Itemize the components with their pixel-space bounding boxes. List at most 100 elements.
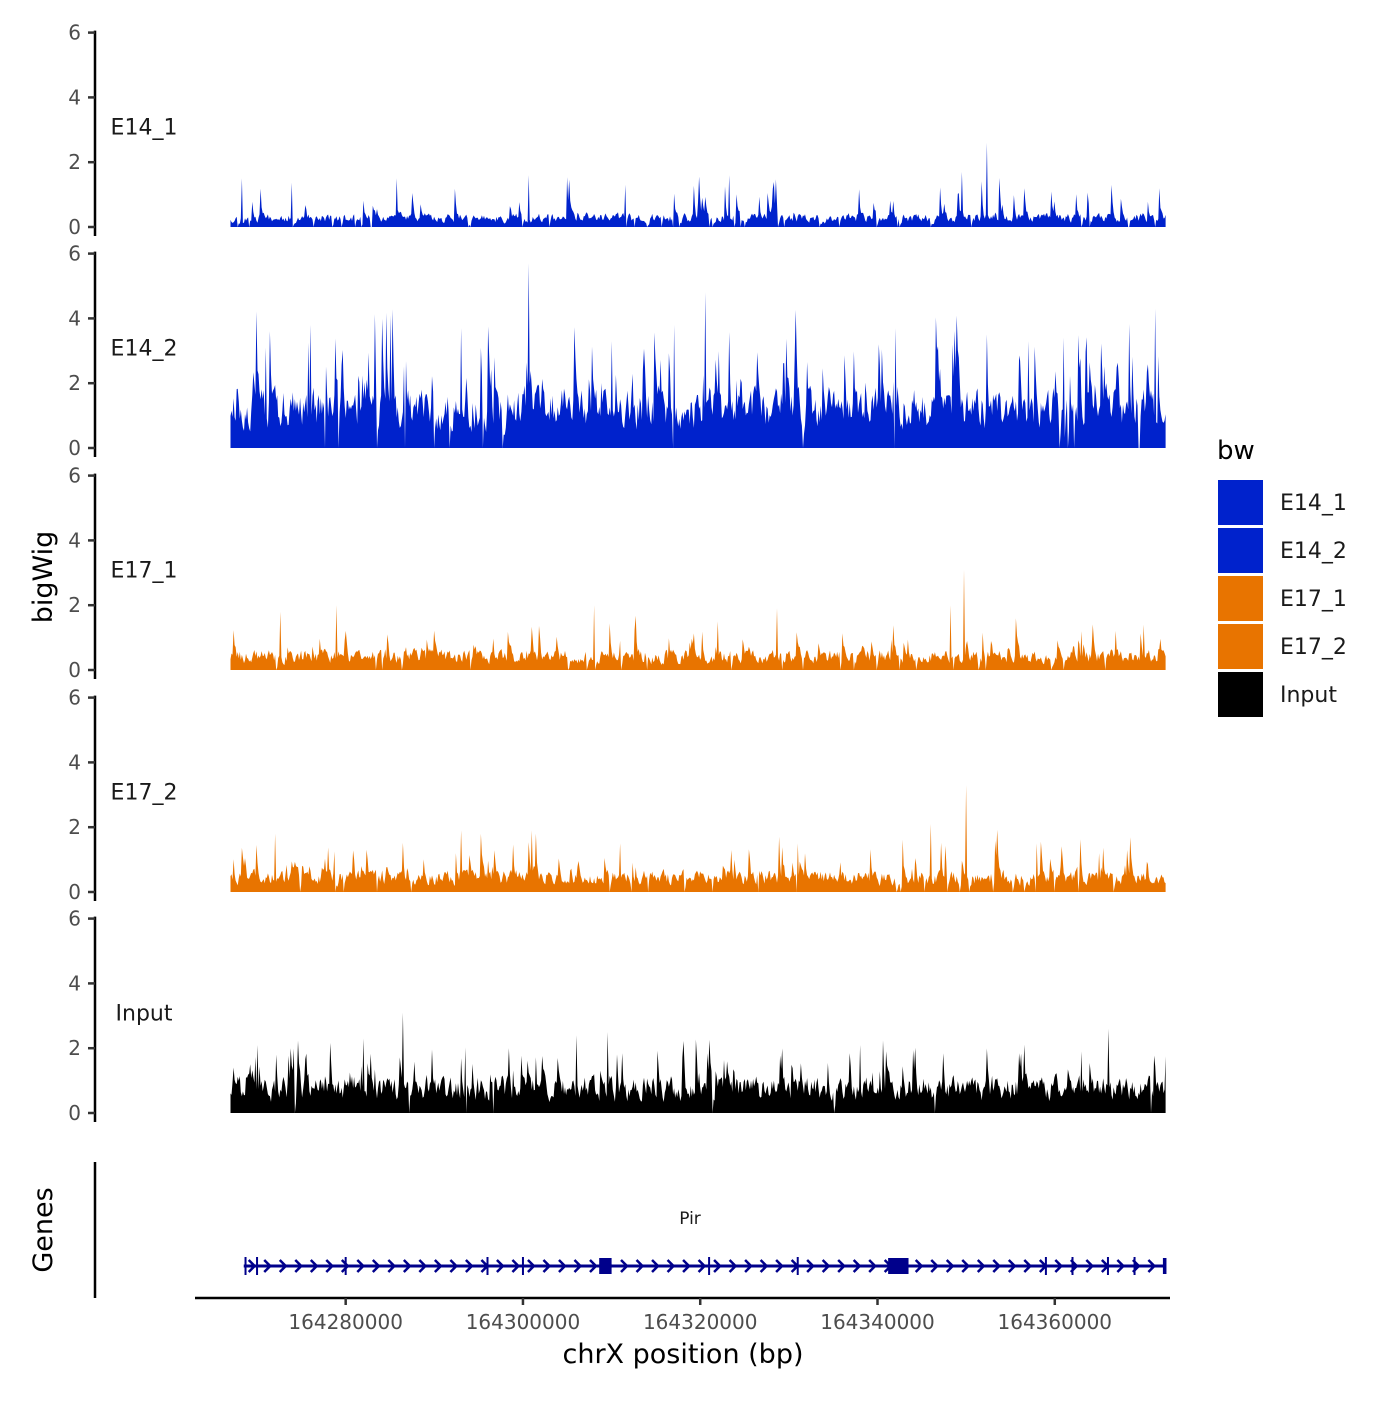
signal-tracks: 0 2 4 6 E14_1 0 2 4 6 E14_2 0 2 4 6 E17_1 0 2 4 6 E17_2 0 2 4 6… — [68, 21, 1166, 1125]
signal-area — [230, 785, 1166, 892]
x-tick-label: 164360000 — [998, 1310, 1113, 1334]
strand-arrow — [465, 1259, 474, 1273]
y-tick-label: 0 — [68, 1101, 81, 1125]
strand-arrow — [340, 1259, 350, 1273]
y-tick-label: 0 — [68, 658, 81, 682]
strand-arrow — [635, 1259, 645, 1273]
strand-arrow — [666, 1259, 676, 1273]
track-e17-1: 0 2 4 6 E17_1 — [68, 464, 1166, 682]
strand-arrow — [1007, 1259, 1017, 1273]
x-axis: chrX position (bp) 164280000 164300000 164… — [195, 1296, 1170, 1370]
strand-arrow — [930, 1259, 939, 1273]
strand-arrow — [294, 1259, 304, 1273]
strand-arrow — [744, 1259, 753, 1273]
track-label: E17_2 — [111, 781, 178, 806]
signal-area — [230, 142, 1166, 227]
legend-swatch — [1218, 576, 1263, 621]
strand-arrow — [433, 1259, 443, 1273]
strand-arrow — [278, 1259, 288, 1273]
strand-arrow — [728, 1259, 738, 1273]
y-tick-label: 2 — [68, 815, 81, 839]
y-tick-label: 0 — [68, 215, 81, 239]
legend-entry-e17-1: E17_1 — [1218, 576, 1347, 621]
y-tick-label: 0 — [68, 436, 81, 460]
strand-arrow — [992, 1259, 1002, 1273]
x-tick-label: 164340000 — [820, 1310, 935, 1334]
strand-arrow — [852, 1259, 862, 1273]
y-tick-label: 6 — [68, 21, 81, 45]
legend-entry-e17-2: E17_2 — [1218, 624, 1347, 669]
track-input: 0 2 4 6 Input — [68, 907, 1166, 1125]
x-tick-label: 164280000 — [288, 1310, 403, 1334]
strand-arrow — [542, 1259, 552, 1273]
track-label: E14_1 — [111, 116, 178, 141]
y-tick-label: 0 — [68, 880, 81, 904]
x-axis-title: chrX position (bp) — [562, 1339, 803, 1370]
legend-entry-e14-2: E14_2 — [1218, 528, 1347, 573]
strand-arrow — [697, 1259, 707, 1273]
legend: bw E14_1 E14_2 E17_1 E17_2 Input — [1217, 436, 1347, 717]
strand-arrow — [651, 1259, 660, 1273]
strand-arrow — [713, 1259, 722, 1273]
legend-label: E14_2 — [1280, 539, 1347, 564]
x-tick-label: 164300000 — [466, 1310, 581, 1334]
strand-arrow — [371, 1259, 381, 1273]
strand-arrow — [418, 1259, 428, 1273]
strand-arrow — [914, 1259, 924, 1273]
strand-arrow — [868, 1259, 877, 1273]
gene-panel: Genes Pir — [28, 1162, 1167, 1298]
strand-arrow — [1085, 1259, 1095, 1273]
y-tick-label: 4 — [68, 971, 81, 995]
legend-swatch — [1218, 480, 1263, 525]
gene-exon — [1162, 1258, 1167, 1274]
x-tick-label: 164320000 — [643, 1310, 758, 1334]
strand-arrow — [402, 1259, 412, 1273]
strand-arrow — [558, 1259, 567, 1273]
track-label: Input — [116, 1002, 173, 1027]
strand-arrow — [1147, 1259, 1157, 1273]
track-label: E14_2 — [111, 337, 178, 362]
strand-arrow — [961, 1259, 971, 1273]
gene-exon — [599, 1258, 612, 1274]
strand-arrow — [325, 1259, 335, 1273]
y-tick-label: 2 — [68, 371, 81, 395]
y-tick-label: 6 — [68, 242, 81, 266]
legend-label: E17_1 — [1280, 587, 1347, 612]
strand-arrow — [356, 1259, 366, 1273]
strand-arrow — [759, 1259, 769, 1273]
y-tick-label: 2 — [68, 150, 81, 174]
legend-swatch — [1218, 672, 1263, 717]
y-tick-label: 4 — [68, 750, 81, 774]
track-e14-1: 0 2 4 6 E14_1 — [68, 21, 1166, 239]
y-tick-label: 2 — [68, 593, 81, 617]
legend-label: E17_2 — [1280, 635, 1347, 660]
y-tick-label: 4 — [68, 306, 81, 330]
strand-arrow — [247, 1259, 257, 1273]
track-e17-2: 0 2 4 6 E17_2 — [68, 686, 1166, 904]
track-e14-2: 0 2 4 6 E14_2 — [68, 242, 1166, 460]
strand-arrow — [821, 1259, 831, 1273]
y-axis-title: bigWig — [28, 531, 59, 624]
gene-name-label: Pir — [679, 1209, 701, 1229]
track-label: E17_1 — [111, 559, 178, 584]
legend-entry-e14-1: E14_1 — [1218, 480, 1347, 525]
legend-entry-input: Input — [1218, 672, 1337, 717]
signal-area — [230, 569, 1166, 670]
signal-area — [230, 1012, 1166, 1113]
strand-arrow — [589, 1259, 598, 1273]
strand-arrow — [1116, 1259, 1126, 1273]
strand-arrow — [1054, 1259, 1064, 1273]
strand-arrow — [775, 1259, 784, 1273]
strand-arrow — [263, 1259, 273, 1273]
strand-arrow — [806, 1259, 815, 1273]
legend-label: Input — [1280, 683, 1337, 708]
strand-arrow — [496, 1259, 505, 1273]
y-tick-label: 6 — [68, 686, 81, 710]
legend-label: E14_1 — [1280, 491, 1347, 516]
strand-arrow — [573, 1259, 583, 1273]
strand-arrow — [976, 1259, 986, 1273]
legend-swatch — [1218, 528, 1263, 573]
strand-arrow — [449, 1259, 459, 1273]
